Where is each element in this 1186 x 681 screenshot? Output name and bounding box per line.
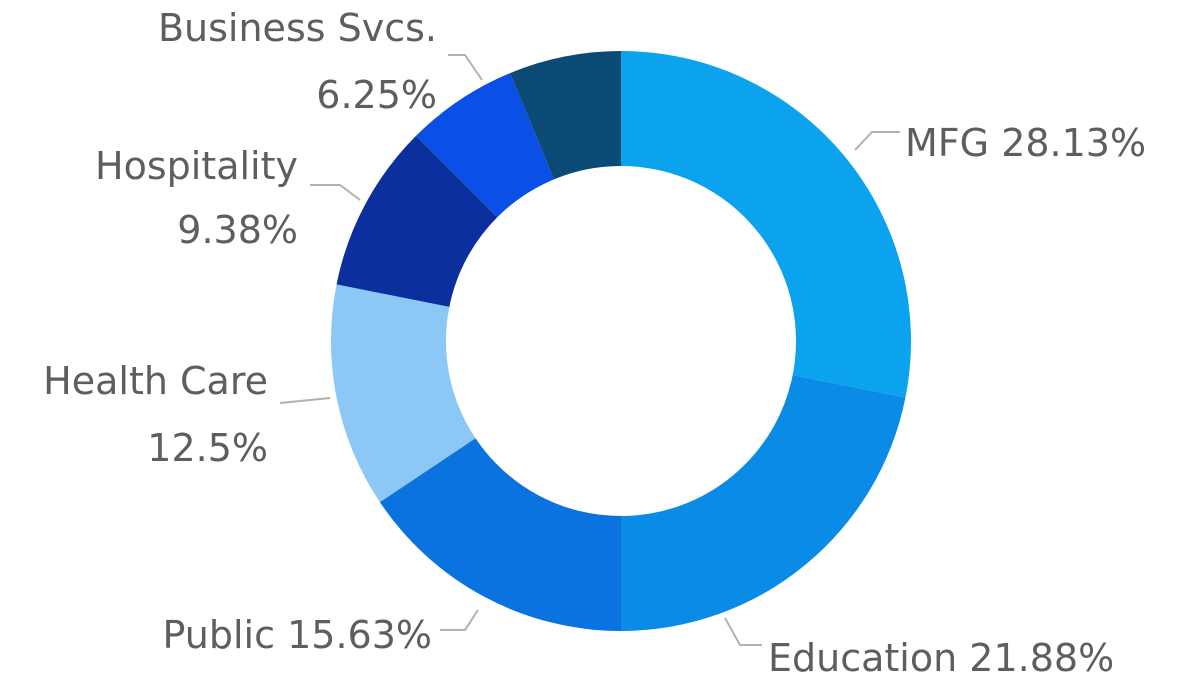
category-label: Education [768, 636, 957, 680]
data-label: 9.38% [177, 208, 298, 252]
data-label: Business Svcs. [158, 6, 437, 50]
leader-line [724, 617, 762, 646]
data-label: 6.25% [316, 73, 437, 117]
value-label: 9.38% [177, 208, 298, 252]
donut-slice [379, 438, 621, 631]
category-label: Business Svcs. [158, 6, 437, 50]
category-label: Health Care [43, 359, 268, 403]
donut-slice [331, 284, 476, 503]
data-label: MFG 28.13% [905, 121, 1146, 165]
data-label: 12.5% [147, 426, 268, 470]
category-label: Hospitality [95, 144, 298, 188]
leader-line [279, 397, 331, 404]
data-label: Public 15.63% [163, 613, 432, 657]
leader-line [440, 609, 479, 631]
value-label: 21.88% [969, 636, 1114, 680]
category-label: Public [163, 613, 275, 657]
value-label: 28.13% [1001, 121, 1146, 165]
donut-slice [415, 73, 555, 218]
category-label: MFG [905, 121, 989, 165]
leader-line [310, 184, 361, 201]
data-label: Education 21.88% [768, 636, 1114, 680]
data-label: Health Care [43, 359, 268, 403]
donut-slice [621, 375, 906, 631]
donut-slice [336, 135, 498, 307]
donut-slice [621, 51, 912, 398]
value-label: 12.5% [147, 426, 268, 470]
leader-line [448, 54, 483, 81]
value-label: 15.63% [287, 613, 432, 657]
leader-line [854, 131, 900, 151]
value-label: 6.25% [316, 73, 437, 117]
donut-slice [510, 51, 621, 180]
data-label: Hospitality [95, 144, 298, 188]
